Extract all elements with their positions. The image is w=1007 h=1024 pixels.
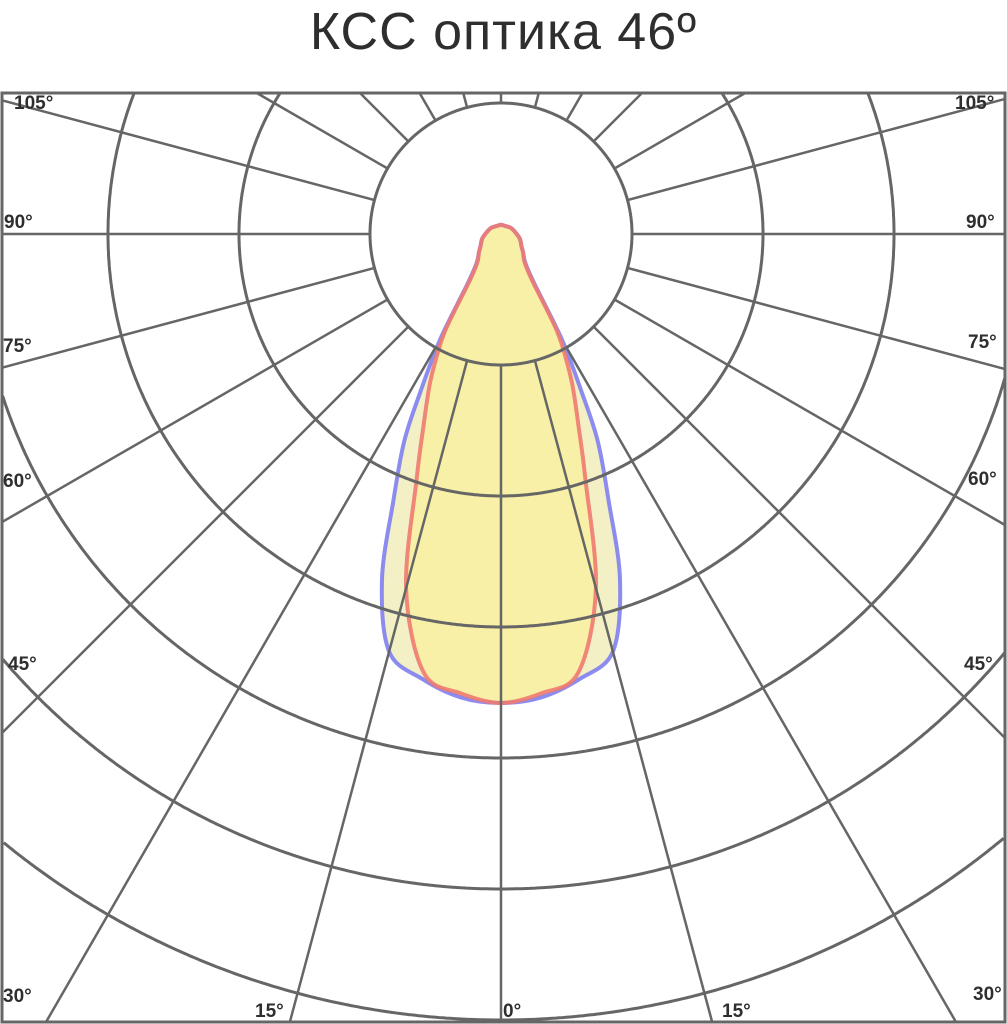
grid-radial-30 — [565, 346, 958, 1023]
grid-radial-330 — [44, 346, 437, 1023]
angle-label-right-60: 60° — [968, 469, 997, 490]
grid-radial-240 — [256, 91, 389, 170]
angle-label-right-30: 30° — [973, 984, 1002, 1005]
angle-label-left-90: 90° — [4, 212, 33, 233]
grid-radial-105 — [627, 97, 1006, 202]
plot-frame — [0, 91, 1007, 1024]
angle-label-right-75: 75° — [968, 332, 997, 353]
grid-ring-2 — [237, 92, 765, 498]
angle-label-right-45: 45° — [964, 654, 993, 675]
angle-label-bottom-0: 0° — [503, 1001, 522, 1022]
grid-ring-6 — [2, 837, 1005, 1022]
grid-ring-3 — [106, 92, 896, 629]
grid-radial-300 — [1, 298, 389, 524]
grid-radial-75 — [627, 266, 1006, 371]
grid-layer — [1, 91, 1007, 1023]
angle-label-left-60: 60° — [3, 471, 32, 492]
grid-radial-15 — [533, 360, 714, 1023]
grid-radial-195 — [462, 92, 469, 108]
grid-radial-135 — [592, 92, 643, 143]
angle-label-right-105: 105° — [955, 93, 995, 114]
grid-radial-285 — [1, 266, 375, 369]
grid-radial-150 — [565, 92, 584, 122]
grid-radial-165 — [533, 92, 540, 108]
grid-radial-315 — [1, 325, 410, 734]
angle-label-left-30: 30° — [3, 986, 32, 1007]
angle-label-bottom-15-left: 15° — [255, 1001, 284, 1022]
angle-label-right-90: 90° — [966, 212, 995, 233]
angle-label-left-105: 105° — [14, 93, 54, 114]
chart-title: КСС оптика 46º — [309, 3, 698, 61]
angle-label-left-45: 45° — [8, 654, 37, 675]
grid-radial-45 — [592, 325, 1006, 739]
grid-ring-5 — [1, 651, 1006, 891]
grid-radial-210 — [418, 92, 437, 122]
angle-label-left-75: 75° — [3, 336, 32, 357]
grid-radial-60 — [613, 298, 1006, 527]
grid-radial-225 — [359, 92, 410, 143]
angle-label-bottom-15-right: 15° — [722, 1001, 751, 1022]
grid-radial-255 — [1, 99, 375, 202]
grid-radial-345 — [288, 360, 469, 1023]
grid-radial-120 — [613, 91, 746, 170]
